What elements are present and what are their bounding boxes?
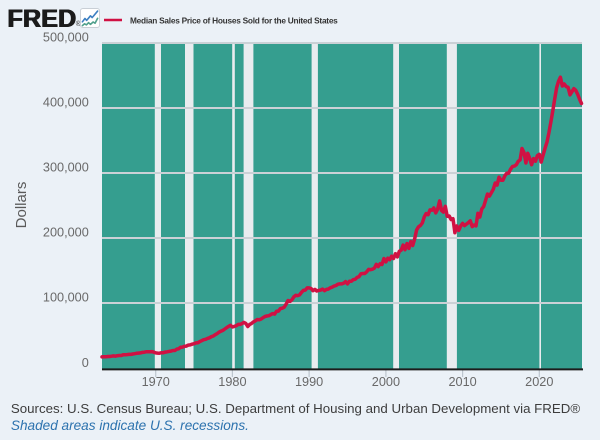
svg-text:2010: 2010 xyxy=(448,375,476,389)
svg-text:400,000: 400,000 xyxy=(43,95,89,109)
svg-text:200,000: 200,000 xyxy=(43,226,89,240)
svg-text:2020: 2020 xyxy=(525,375,553,389)
svg-text:Median Sales Price of Houses S: Median Sales Price of Houses Sold for th… xyxy=(130,15,338,25)
svg-text:100,000: 100,000 xyxy=(43,291,89,305)
svg-text:300,000: 300,000 xyxy=(43,161,89,175)
svg-text:1980: 1980 xyxy=(218,375,246,389)
svg-text:1970: 1970 xyxy=(142,375,170,389)
svg-text:0: 0 xyxy=(82,356,89,370)
svg-text:2000: 2000 xyxy=(372,375,400,389)
svg-text:Dollars: Dollars xyxy=(13,182,30,229)
svg-text:500,000: 500,000 xyxy=(43,30,89,44)
svg-text:1990: 1990 xyxy=(295,375,323,389)
